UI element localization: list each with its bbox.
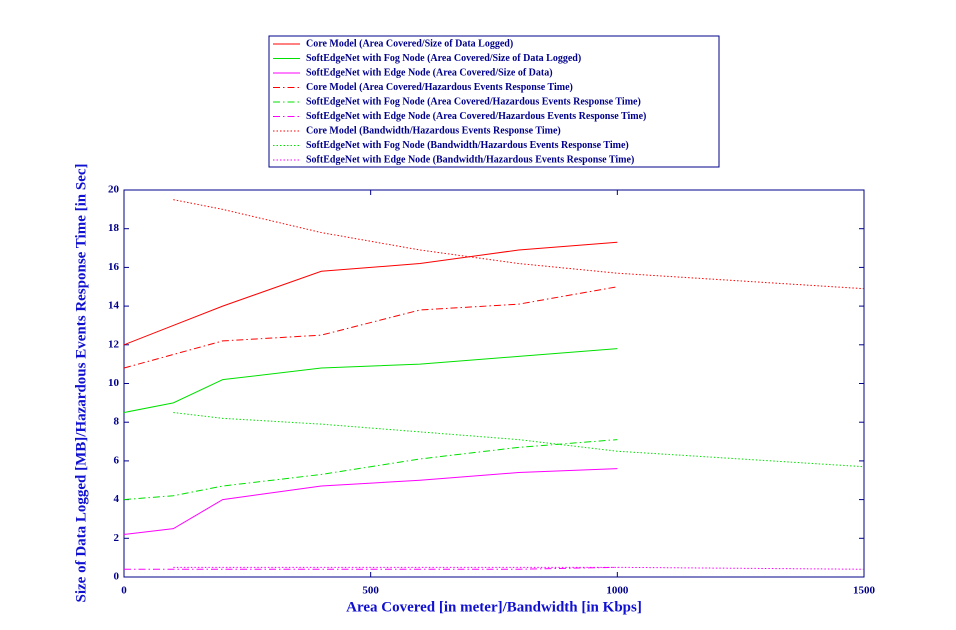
legend-label: SoftEdgeNet with Fog Node (Area Covered/…	[306, 96, 641, 107]
y-tick-label: 16	[108, 261, 120, 273]
y-tick-label: 20	[108, 184, 120, 196]
series-line	[123, 241, 618, 346]
y-tick-label: 8	[114, 416, 120, 428]
y-tick-label: 14	[108, 300, 120, 312]
legend-label: Core Model (Bandwidth/Hazardous Events R…	[306, 125, 561, 136]
series-line	[123, 348, 618, 414]
series-line	[123, 468, 618, 535]
y-tick-label: 2	[114, 532, 120, 544]
x-axis-label: Area Covered [in meter]/Bandwidth [in Kb…	[346, 599, 642, 615]
series-line	[123, 439, 618, 501]
x-tick-label: 1500	[853, 585, 876, 597]
x-tick-label: 500	[362, 585, 379, 597]
legend-label: Core Model (Area Covered/Hazardous Event…	[306, 82, 573, 93]
series-line	[173, 566, 865, 570]
legend-label: SoftEdgeNet with Fog Node (Bandwidth/Haz…	[306, 140, 629, 151]
y-axis-label: Size of Data Logged [MB]/Hazardous Event…	[73, 163, 89, 602]
y-tick-label: 6	[114, 454, 120, 466]
x-tick-label: 1000	[606, 585, 629, 597]
y-tick-label: 12	[108, 338, 120, 350]
y-tick-label: 18	[108, 222, 120, 234]
series-line	[173, 199, 865, 290]
y-tick-label: 4	[114, 493, 120, 505]
series-line	[123, 286, 618, 369]
legend-label: SoftEdgeNet with Edge Node (Area Covered…	[306, 111, 646, 122]
y-tick-label: 10	[108, 377, 120, 389]
legend-label: SoftEdgeNet with Edge Node (Area Covered…	[306, 67, 553, 78]
legend-label: SoftEdgeNet with Edge Node (Bandwidth/Ha…	[306, 154, 634, 165]
y-tick-label: 0	[114, 571, 120, 583]
legend-label: Core Model (Area Covered/Size of Data Lo…	[306, 38, 513, 49]
legend-box	[268, 35, 720, 168]
series-line	[124, 566, 618, 570]
legend-label: SoftEdgeNet with Fog Node (Area Covered/…	[306, 53, 581, 64]
series-line	[173, 412, 865, 468]
x-tick-label: 0	[121, 585, 127, 597]
